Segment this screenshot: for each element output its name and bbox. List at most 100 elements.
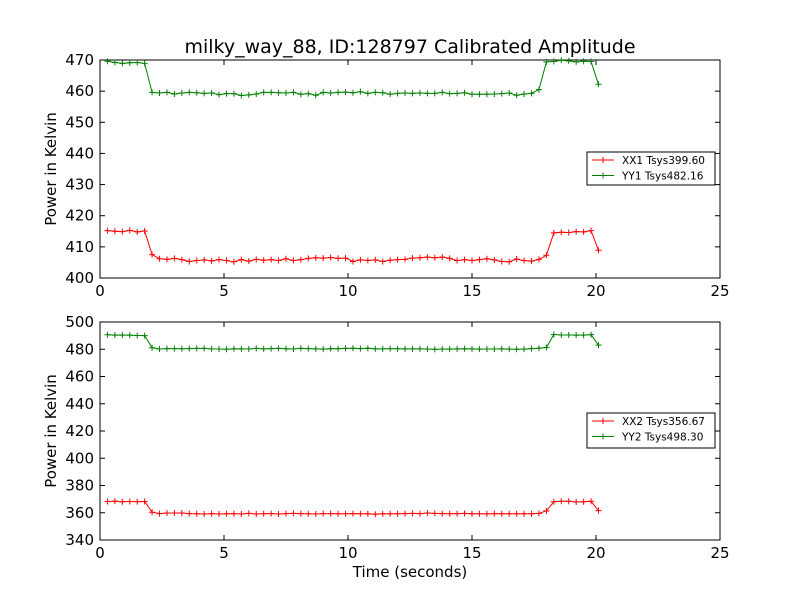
top-data-point <box>141 227 148 234</box>
bottom-data-point <box>483 345 490 352</box>
top-data-point <box>119 60 126 67</box>
bottom-data-point <box>275 510 282 517</box>
top-data-point <box>216 256 223 263</box>
bottom-legend-label-2: YY2 Tsys498.30 <box>621 432 703 444</box>
top-data-point <box>439 89 446 96</box>
bottom-legend: XX2 Tsys356.67 YY2 Tsys498.30 <box>586 412 716 449</box>
bottom-data-point <box>104 331 111 338</box>
top-data-point <box>409 255 416 262</box>
bottom-data-point <box>253 345 260 352</box>
top-data-point <box>134 228 141 235</box>
top-data-point <box>201 256 208 263</box>
top-data-point <box>126 227 133 234</box>
bottom-data-point <box>498 345 505 352</box>
bottom-data-point <box>260 345 267 352</box>
bottom-data-point <box>357 510 364 517</box>
top-data-point <box>297 91 304 98</box>
top-data-point <box>491 90 498 97</box>
bottom-data-point <box>312 345 319 352</box>
bottom-data-point <box>595 342 602 349</box>
top-data-point <box>528 258 535 265</box>
bottom-data-point <box>171 510 178 517</box>
bottom-data-point <box>149 509 156 516</box>
top-data-point <box>290 257 297 264</box>
top-data-point <box>550 58 557 65</box>
bottom-data-point <box>111 332 118 339</box>
top-data-point <box>506 90 513 97</box>
bottom-data-point <box>186 345 193 352</box>
top-data-point <box>104 58 111 65</box>
bottom-y-tick-label: 380 <box>65 477 94 495</box>
bottom-legend-box <box>586 412 716 449</box>
top-data-point <box>483 255 490 262</box>
bottom-data-point <box>357 345 364 352</box>
top-data-point <box>498 258 505 265</box>
top-data-point <box>521 90 528 97</box>
top-data-point <box>424 254 431 261</box>
top-data-point <box>573 58 580 65</box>
bottom-data-point <box>528 345 535 352</box>
top-data-point <box>506 258 513 265</box>
top-panel: 400 410 420 430 440 450 460 470 0 5 10 15 20 25 Powe… <box>42 51 730 300</box>
top-data-point <box>580 228 587 235</box>
top-data-point <box>580 58 587 65</box>
bottom-data-point <box>387 345 394 352</box>
top-data-point <box>402 256 409 263</box>
top-data-point <box>305 255 312 262</box>
top-y-tick-label: 450 <box>65 113 94 131</box>
bottom-data-point <box>290 345 297 352</box>
top-data-point <box>439 254 446 261</box>
top-data-point <box>268 89 275 96</box>
bottom-data-point <box>416 510 423 517</box>
bottom-data-point <box>431 346 438 353</box>
top-data-point <box>156 255 163 262</box>
bottom-data-point <box>446 510 453 517</box>
bottom-data-point <box>111 498 118 505</box>
bottom-data-point <box>573 498 580 505</box>
bottom-data-point <box>216 510 223 517</box>
bottom-data-point <box>178 510 185 517</box>
top-data-point <box>201 90 208 97</box>
bottom-legend-marker-1 <box>600 418 606 424</box>
bottom-data-point <box>156 345 163 352</box>
bottom-data-point <box>327 345 334 352</box>
bottom-data-point <box>149 344 156 351</box>
bottom-data-point <box>431 510 438 517</box>
top-data-point <box>245 258 252 265</box>
top-x-tick-label: 20 <box>586 282 605 300</box>
top-data-point <box>483 91 490 98</box>
bottom-data-point <box>513 510 520 517</box>
bottom-data-point <box>201 510 208 517</box>
bottom-data-point <box>461 510 468 517</box>
bottom-x-tick-label: 20 <box>586 544 605 562</box>
top-data-point <box>238 92 245 99</box>
top-x-tick-label: 10 <box>338 282 357 300</box>
bottom-data-point <box>134 498 141 505</box>
bottom-data-point <box>305 345 312 352</box>
bottom-data-point <box>349 510 356 517</box>
top-data-point <box>379 89 386 96</box>
bottom-data-point <box>186 510 193 517</box>
bottom-data-point <box>498 510 505 517</box>
top-data-point <box>387 257 394 264</box>
top-data-point <box>260 89 267 96</box>
bottom-data-point <box>134 332 141 339</box>
top-y-tick-label: 410 <box>65 238 94 256</box>
bottom-data-point <box>394 345 401 352</box>
bottom-data-point <box>268 345 275 352</box>
top-data-point <box>513 92 520 99</box>
top-x-tick-label: 0 <box>95 282 105 300</box>
bottom-data-point <box>558 331 565 338</box>
bottom-data-point <box>364 345 371 352</box>
bottom-x-tick-label: 15 <box>462 544 481 562</box>
bottom-x-tick-label: 5 <box>219 544 229 562</box>
top-data-point <box>461 89 468 96</box>
top-data-point <box>245 91 252 98</box>
bottom-data-point <box>305 510 312 517</box>
top-data-point <box>275 89 282 96</box>
top-y-tick-label: 430 <box>65 176 94 194</box>
bottom-plot-area <box>104 331 602 518</box>
bottom-data-point <box>230 510 237 517</box>
bottom-data-point <box>402 345 409 352</box>
bottom-data-point <box>163 345 170 352</box>
